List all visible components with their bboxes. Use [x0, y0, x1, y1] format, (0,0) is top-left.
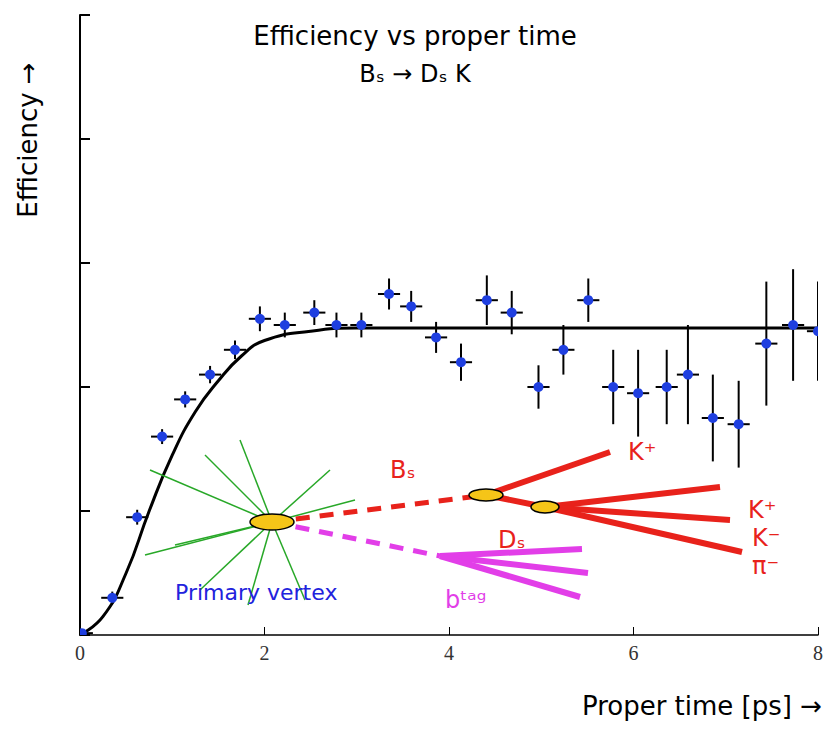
- svg-text:2: 2: [260, 642, 270, 664]
- svg-text:0: 0: [75, 642, 85, 664]
- svg-text:8: 8: [813, 642, 823, 664]
- svg-text:Efficiency →: Efficiency →: [13, 62, 43, 217]
- svg-text:K⁺: K⁺: [748, 496, 776, 524]
- svg-text:π⁻: π⁻: [752, 552, 779, 580]
- svg-text:Efficiency vs proper time: Efficiency vs proper time: [253, 21, 576, 51]
- svg-text:K⁻: K⁻: [752, 524, 780, 552]
- svg-text:Proper time [ps] →: Proper time [ps] →: [582, 691, 822, 721]
- svg-text:K⁺: K⁺: [628, 438, 656, 466]
- svg-text:Bₛ → Dₛ K: Bₛ → Dₛ K: [359, 60, 472, 88]
- svg-text:6: 6: [629, 642, 639, 664]
- svg-text:bᵗᵃᵍ: bᵗᵃᵍ: [445, 586, 486, 614]
- svg-text:Dₛ: Dₛ: [498, 526, 525, 554]
- svg-text:4: 4: [444, 642, 454, 664]
- svg-text:Primary vertex: Primary vertex: [175, 580, 337, 605]
- svg-text:Bₛ: Bₛ: [390, 456, 415, 484]
